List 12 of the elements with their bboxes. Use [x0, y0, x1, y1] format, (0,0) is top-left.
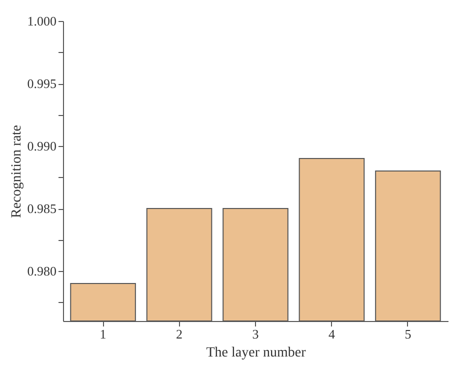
x-tick-label: 1	[100, 326, 106, 342]
y-tick-label: 0.990	[27, 138, 56, 154]
y-tick-label: 1.000	[27, 14, 56, 28]
x-tick-label: 2	[176, 326, 183, 342]
y-tick-label: 0.995	[27, 76, 56, 91]
x-tick-label: 4	[328, 326, 336, 342]
x-tick-label: 3	[252, 326, 259, 342]
y-axis-title: Recognition rate	[9, 125, 24, 218]
y-tick-label: 0.980	[27, 264, 56, 278]
y-tick-label: 0.985	[27, 201, 56, 216]
x-tick-label: 5	[404, 326, 412, 342]
x-axis-title: The layer number	[206, 346, 306, 360]
